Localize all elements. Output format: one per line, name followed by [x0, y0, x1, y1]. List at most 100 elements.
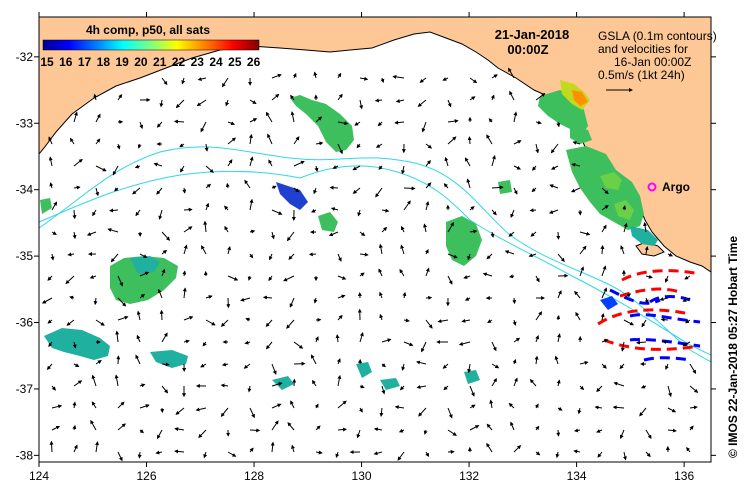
velocity-arrow [205, 202, 210, 211]
velocity-arrow [444, 156, 449, 167]
velocity-arrow [557, 290, 562, 299]
velocity-arrow [528, 253, 537, 258]
velocity-arrow [337, 121, 349, 126]
velocity-arrow [227, 451, 237, 457]
velocity-arrow [337, 143, 343, 155]
velocity-arrow [155, 450, 163, 455]
velocity-arrow [554, 355, 559, 365]
velocity-arrow [271, 403, 282, 409]
velocity-arrow [48, 156, 53, 167]
velocity-arrow [423, 223, 427, 233]
colorbar-tick-label: 24 [209, 55, 223, 69]
velocity-arrow [579, 360, 589, 365]
velocity-arrow [601, 287, 607, 299]
velocity-arrow [378, 268, 383, 277]
velocity-arrow [183, 226, 193, 233]
velocity-arrow [577, 407, 582, 415]
velocity-arrow [469, 96, 476, 101]
velocity-arrow [535, 143, 540, 154]
legend-line-3: 16-Jan 00:00Z [614, 55, 691, 69]
velocity-arrow [51, 425, 61, 431]
velocity-arrow [220, 319, 229, 327]
velocity-arrow [512, 297, 517, 305]
legend-line-4: 0.5m/s (1kt 24h) [598, 68, 685, 82]
velocity-arrow [270, 231, 275, 240]
velocity-arrow [619, 363, 625, 370]
velocity-arrow [486, 442, 493, 453]
velocity-arrow [139, 404, 150, 409]
velocity-arrow [107, 228, 119, 233]
x-tick-label: 126 [137, 469, 157, 483]
velocity-arrow [532, 165, 537, 171]
velocity-arrow [313, 297, 318, 304]
velocity-arrow [421, 121, 427, 133]
velocity-arrow [447, 275, 453, 285]
velocity-arrow [423, 429, 428, 435]
velocity-arrow [556, 379, 561, 387]
velocity-arrow [665, 363, 669, 370]
colorbar-tick-label: 16 [59, 55, 73, 69]
velocity-arrow [200, 121, 207, 133]
velocity-arrow [469, 404, 476, 409]
legend-line-2: and velocities for [598, 42, 688, 56]
velocity-arrow [667, 385, 672, 398]
velocity-arrow [356, 429, 361, 439]
velocity-arrow [132, 187, 141, 195]
velocity-arrow [682, 341, 691, 347]
velocity-arrow [114, 187, 119, 192]
argo-label: Argo [662, 180, 690, 194]
velocity-arrow [311, 354, 317, 365]
velocity-arrow [464, 297, 471, 301]
velocity-arrow [91, 374, 97, 387]
velocity-arrow [403, 318, 410, 323]
velocity-arrow [469, 206, 475, 211]
velocity-arrow [72, 209, 77, 220]
velocity-arrow [437, 319, 449, 324]
velocity-arrow [271, 73, 282, 79]
velocity-arrow [556, 121, 561, 128]
velocity-arrow [421, 341, 427, 353]
velocity-arrow [161, 77, 168, 86]
velocity-arrow [482, 272, 493, 277]
velocity-arrow [243, 363, 251, 369]
velocity-arrow [205, 165, 214, 173]
velocity-arrow [574, 428, 581, 433]
velocity-arrow [612, 405, 625, 410]
velocity-arrow [373, 427, 383, 432]
velocity-arrow [161, 231, 171, 241]
velocity-arrow [416, 385, 427, 389]
velocity-arrow [425, 143, 433, 149]
velocity-arrow [359, 231, 366, 237]
argo-float-marker [647, 182, 657, 192]
velocity-arrow [73, 363, 80, 367]
velocity-arrow [443, 183, 449, 189]
velocity-arrow [117, 275, 123, 287]
velocity-arrow [377, 121, 383, 127]
velocity-arrow [418, 407, 427, 417]
velocity-arrow [381, 385, 386, 395]
velocity-arrow [597, 451, 603, 458]
velocity-arrow [73, 380, 83, 387]
velocity-arrow [685, 319, 691, 324]
velocity-arrow [469, 77, 478, 84]
velocity-arrow [205, 319, 216, 326]
velocity-arrow [490, 94, 495, 101]
velocity-arrow [95, 441, 100, 453]
velocity-arrow [174, 449, 185, 454]
velocity-arrow [249, 198, 254, 211]
colorbar-tick-label: 20 [134, 55, 148, 69]
velocity-arrow [66, 319, 75, 326]
velocity-arrow [73, 185, 81, 190]
velocity-arrow [489, 399, 494, 409]
velocity-arrow [224, 205, 229, 211]
velocity-arrow [469, 385, 475, 397]
velocity-arrow [265, 111, 273, 123]
velocity-arrow [509, 90, 515, 101]
velocity-arrow [293, 136, 300, 145]
velocity-arrow [139, 429, 144, 434]
velocity-arrow [89, 275, 97, 279]
velocity-arrow [314, 165, 319, 172]
velocity-arrow [95, 113, 101, 123]
velocity-arrow [117, 297, 127, 307]
velocity-arrow [47, 275, 53, 281]
